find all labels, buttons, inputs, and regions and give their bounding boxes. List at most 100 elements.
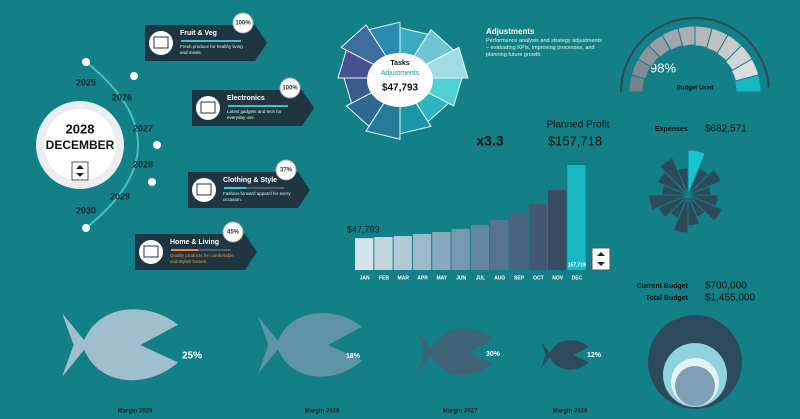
year-label: 2026 (112, 92, 132, 102)
value-label: 157,718 (568, 262, 586, 268)
bar (393, 236, 412, 270)
fish (417, 328, 493, 376)
multiplier: x3.3 (476, 133, 503, 149)
month-label: APR (417, 275, 428, 281)
expenses-label: Expenses (655, 126, 688, 133)
radial-segment (659, 157, 689, 196)
total-budget: $1,455,000 (705, 293, 755, 304)
timeline-dot (82, 58, 90, 66)
month-label: JAN (360, 275, 370, 281)
margin-percent: 25% (182, 351, 202, 362)
margin-percent: 18% (346, 353, 361, 360)
gauge-label: 98% (650, 60, 676, 75)
bar (412, 234, 432, 270)
card-name: Fruit & Veg (180, 30, 217, 37)
card (135, 234, 257, 270)
card-icon (190, 176, 218, 204)
card-name: Home & Living (170, 239, 219, 246)
icon-glyph (153, 36, 169, 49)
card-icon (147, 29, 175, 57)
progress-bar (181, 40, 241, 42)
spinner-arrows (597, 252, 605, 266)
bar (355, 238, 374, 270)
month-label: MAR (398, 275, 410, 281)
year-label: 2030 (76, 205, 96, 215)
year-label: 2025 (76, 77, 96, 87)
percent-bubble (222, 221, 244, 243)
month-label: SEP (514, 275, 525, 281)
bar (490, 220, 509, 270)
card-percent: 37% (280, 168, 293, 174)
month-label: DEC (572, 275, 583, 281)
month-label: MAY (437, 275, 448, 281)
card-desc: Fashion-forward apparel for every occasi… (223, 191, 291, 202)
radial-segment (687, 168, 722, 196)
adjustments-title: Adjustments (486, 27, 535, 36)
adjustments-text: Performance analysis and strategy adjust… (486, 38, 602, 58)
bar (470, 225, 490, 270)
month-spinner[interactable] (591, 247, 611, 271)
bar (432, 232, 451, 270)
profit-label: Planned Profit (547, 120, 610, 131)
percent-bubble (232, 12, 254, 34)
month-label: AUG (494, 275, 505, 281)
budget-ring (675, 366, 715, 406)
timeline-dot (148, 178, 156, 186)
margin-percent: 12% (587, 352, 602, 359)
margin-name: Margin 2027 (443, 409, 478, 415)
bar (548, 190, 567, 270)
card-percent: 100% (235, 21, 251, 27)
timeline-dot (130, 72, 138, 80)
margin-percent: 30% (486, 351, 501, 358)
month-label: NOV (552, 275, 564, 281)
progress-bar (228, 105, 288, 107)
wheel-title: Tasks (390, 60, 409, 67)
card-desc: Quality products for comfortable and sty… (170, 253, 234, 264)
margin-name: Margin 2028 (305, 409, 340, 415)
icon-glyph (196, 183, 212, 196)
percent-bubble (275, 159, 297, 181)
gauge-segment (733, 74, 762, 93)
card-desc: Latest gadgets and tech for everyday use… (227, 109, 282, 120)
month-label: OCT (533, 275, 544, 281)
timeline-arc (85, 61, 139, 229)
progress-bar (224, 187, 247, 189)
card-icon (194, 94, 222, 122)
current-budget: $700,000 (705, 281, 747, 292)
progress-track (171, 249, 231, 251)
bar (451, 229, 470, 270)
percent-bubble (279, 77, 301, 99)
timeline-dot (153, 141, 161, 149)
card-percent: 45% (227, 230, 240, 236)
radial-segment (648, 194, 689, 211)
profit-value: $157,718 (548, 133, 602, 148)
current-budget-label: Current Budget (637, 283, 689, 290)
value-label: $47,793 (347, 225, 380, 235)
margin-name: Margin 2029 (118, 409, 153, 415)
card-percent: 100% (282, 86, 298, 92)
card-desc: Fresh produce for healthy living and mea… (180, 44, 243, 55)
selected-month: DECEMBER (46, 138, 115, 152)
spinner[interactable] (71, 161, 89, 181)
bar (374, 237, 393, 270)
timeline-dot (82, 224, 90, 232)
progress-track (224, 187, 284, 189)
fish (62, 309, 178, 381)
card-desc-box: Latest gadgets and tech for everyday use… (227, 109, 282, 120)
total-budget-label: Total Budget (646, 295, 689, 302)
card (145, 25, 267, 61)
expenses-value: $682,571 (705, 124, 747, 135)
fish (541, 340, 589, 370)
card-name: Clothing & Style (223, 177, 277, 184)
progress-bar (171, 249, 198, 251)
card-desc-box: Fresh produce for healthy living and mea… (180, 44, 243, 55)
wheel-value: $47,793 (382, 83, 419, 94)
gauge-value (620, 17, 770, 93)
margin-name: Margin 2026 (553, 409, 588, 415)
icon-glyph (143, 245, 159, 258)
month-label: JUN (456, 275, 466, 281)
radial-segment (687, 194, 723, 222)
spinner-arrows (76, 165, 84, 177)
year-dial-inner (44, 109, 116, 181)
gauge-caption: Budget Used (676, 86, 713, 92)
